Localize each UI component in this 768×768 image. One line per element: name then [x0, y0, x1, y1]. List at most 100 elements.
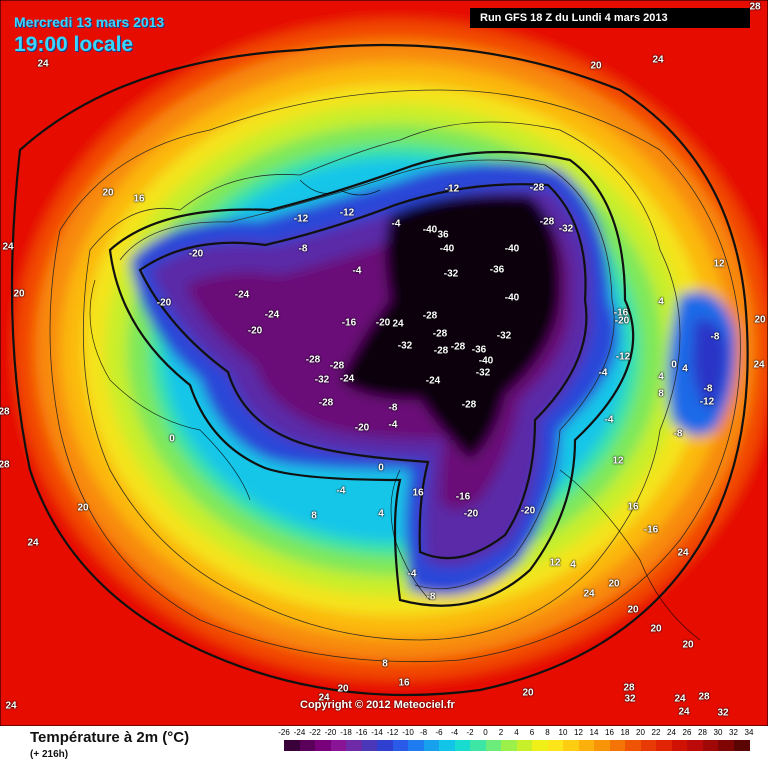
legend-tick-label: -24 — [293, 728, 306, 737]
temperature-label: -28 — [305, 354, 321, 366]
temperature-label: -36 — [471, 344, 487, 356]
temperature-label: 24 — [27, 537, 39, 549]
temperature-label: 20 — [682, 639, 694, 651]
temperature-label: -20 — [463, 508, 479, 520]
forecast-date: Mercredi 13 mars 2013 — [14, 14, 165, 30]
temperature-label: 24 — [392, 318, 404, 330]
legend-tick-label: -8 — [419, 728, 428, 737]
forecast-hour: (+ 216h) — [30, 749, 69, 760]
temperature-label: 4 — [378, 508, 384, 520]
legend-swatch — [733, 740, 750, 751]
legend-tick-label: 32 — [729, 728, 738, 737]
temperature-label: -16 — [341, 317, 357, 329]
temperature-label: 24 — [318, 692, 330, 704]
temperature-label: -8 — [426, 591, 436, 603]
temperature-label: -8 — [703, 383, 713, 395]
legend-swatch — [547, 740, 564, 751]
temperature-label: -40 — [422, 224, 438, 236]
legend-swatch — [640, 740, 657, 751]
temperature-label: -12 — [699, 396, 715, 408]
temperature-label: -24 — [425, 375, 441, 387]
temperature-label: 20 — [650, 623, 662, 635]
legend-swatch — [578, 740, 595, 751]
legend-tick-label: 4 — [514, 728, 519, 737]
legend-swatch — [656, 740, 672, 751]
temperature-label: -28 — [529, 182, 545, 194]
temperature-label: 32 — [624, 693, 636, 705]
footer: Température à 2m (°C) (+ 216h) -26 -24 -22… — [0, 726, 768, 768]
temperature-label: 24 — [674, 693, 686, 705]
temperature-label: 8 — [658, 388, 664, 400]
temperature-label: -8 — [710, 331, 720, 343]
temperature-label: 8 — [311, 510, 317, 522]
temperature-label: -8 — [388, 402, 398, 414]
temperature-label: -32 — [496, 330, 512, 342]
temperature-label: -28 — [329, 360, 345, 372]
temperature-label: -4 — [336, 485, 346, 497]
temperature-label: 4 — [682, 363, 688, 375]
legend-tick-label: -22 — [309, 728, 321, 737]
temperature-label: 20 — [608, 578, 620, 590]
temperature-label: -4 — [388, 419, 398, 431]
legend-swatch — [377, 740, 393, 751]
copyright-notice: Copyright © 2012 Meteociel.fr — [300, 699, 455, 711]
temperature-label: 24 — [2, 241, 14, 253]
temperature-label: -4 — [407, 568, 417, 580]
legend-tick-label: -10 — [402, 728, 414, 737]
temperature-label: -28 — [539, 216, 555, 228]
legend-swatch — [315, 740, 331, 751]
temperature-label: 24 — [37, 58, 49, 70]
legend-tick-label: -16 — [355, 728, 368, 737]
temperature-label: -4 — [391, 218, 401, 230]
temperature-label: -32 — [397, 340, 413, 352]
temperature-label: -8 — [298, 243, 308, 255]
temperature-label: 20 — [13, 288, 25, 300]
temperature-label: 24 — [753, 359, 765, 371]
legend-swatch — [423, 740, 440, 751]
temperature-label: 4 — [658, 371, 664, 383]
legend-tick-label: -12 — [386, 728, 399, 737]
temperature-label: -28 — [422, 310, 438, 322]
temperature-label: -28 — [433, 345, 449, 357]
temperature-label: -16 — [455, 491, 471, 503]
legend-swatch — [594, 740, 610, 751]
temperature-label: 16 — [627, 501, 639, 513]
legend-swatch — [439, 740, 455, 751]
legend-swatch — [532, 740, 548, 751]
legend-swatch — [392, 740, 409, 751]
legend-tick-label: 0 — [483, 728, 488, 737]
temperature-label: -32 — [558, 223, 574, 235]
temperature-label: -20 — [375, 317, 391, 329]
temperature-field — [0, 0, 768, 726]
temperature-label: -24 — [339, 373, 355, 385]
temperature-label: -20 — [247, 325, 263, 337]
temperature-label: -24 — [264, 309, 280, 321]
legend-swatch — [346, 740, 362, 751]
legend-tick-label: 34 — [744, 728, 754, 737]
legend-tick-label: 8 — [545, 728, 550, 737]
color-scale-legend: -26 -24 -22 -20 -18 -16 -14 -12 -10 -8 -6 -4 -2 0 2 4 6 8… — [278, 728, 754, 766]
legend-swatch — [330, 740, 347, 751]
legend-tick-label: 10 — [558, 728, 568, 737]
model-run-info: Run GFS 18 Z du Lundi 4 mars 2013 — [470, 8, 750, 28]
legend-tick-label: -2 — [466, 728, 474, 737]
temperature-label: -32 — [475, 367, 491, 379]
temperature-label: 20 — [337, 683, 349, 695]
temperature-label: 24 — [677, 547, 689, 559]
temperature-label: 12 — [612, 455, 624, 467]
temperature-label: -32 — [314, 374, 330, 386]
legend-tick-label: 16 — [605, 728, 614, 737]
temperature-label: -24 — [234, 289, 250, 301]
legend-tick-label: 2 — [498, 728, 504, 737]
temperature-label: 16 — [398, 677, 410, 689]
legend-swatch — [516, 740, 533, 751]
legend-tick-label: 6 — [529, 728, 535, 737]
legend-swatch — [671, 740, 688, 751]
temperature-label: -20 — [520, 505, 536, 517]
legend-tick-label: 24 — [667, 728, 676, 737]
temperature-label: 24 — [5, 700, 17, 712]
temperature-label: 24 — [678, 706, 690, 718]
temperature-label: -12 — [444, 183, 460, 195]
legend-tick-label: 14 — [589, 728, 599, 737]
temperature-label: -20 — [614, 315, 630, 327]
